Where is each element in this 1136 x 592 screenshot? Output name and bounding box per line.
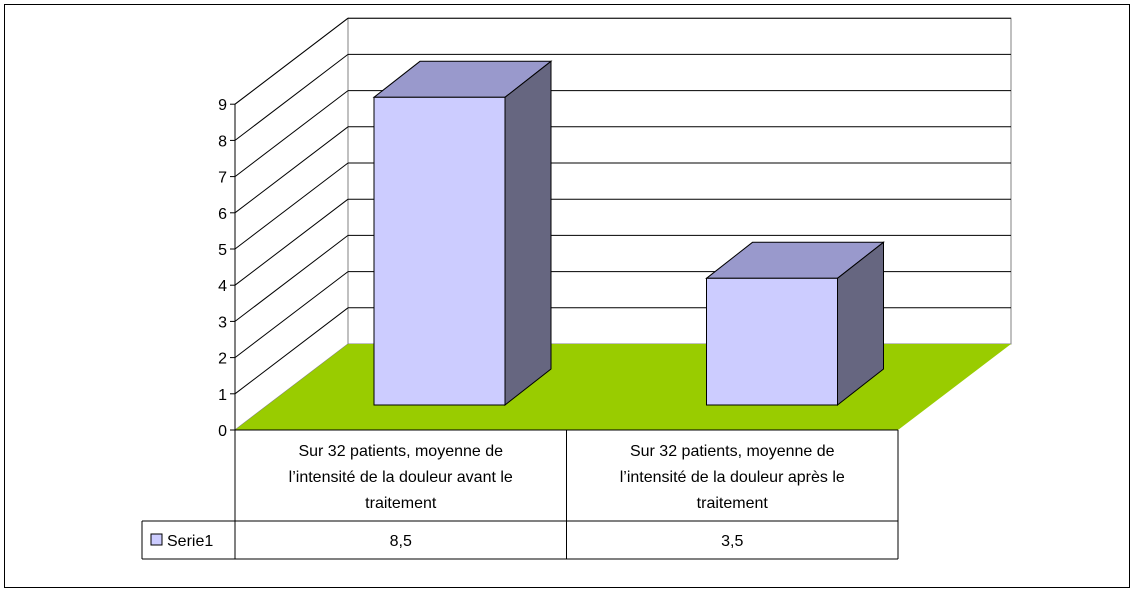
legend-swatch — [150, 533, 163, 546]
gridline-side — [234, 162, 349, 250]
chart-frame: 0 1 2 3 4 5 6 7 8 9 Sur 32 patients, moyenne de l’… — [4, 4, 1130, 588]
y-tick-label: 3 — [218, 314, 227, 331]
y-tick-label: 0 — [218, 423, 227, 440]
bar-front — [373, 96, 506, 406]
gridline-side — [234, 90, 349, 177]
y-tick-label: 7 — [218, 170, 227, 187]
data-table-value: 8,5 — [390, 533, 412, 550]
y-tick-label: 8 — [218, 133, 227, 150]
gridline-side — [234, 307, 349, 395]
gridline-side — [234, 54, 349, 141]
bar-front — [706, 277, 838, 406]
gridline-side — [234, 17, 349, 105]
data-table-value: 3,5 — [721, 533, 743, 550]
bar — [372, 60, 553, 407]
bar — [705, 241, 885, 407]
y-tick-label: 1 — [218, 387, 227, 404]
category-label: Sur 32 patients, moyenne de l’intensité d… — [620, 443, 845, 512]
gridline-side — [234, 235, 349, 322]
category-label: Sur 32 patients, moyenne de l’intensité d… — [289, 443, 513, 512]
chart-floor — [235, 344, 1011, 430]
category-label-line: Sur 32 patients, moyenne de — [298, 443, 503, 460]
category-label-line: traitement — [697, 495, 769, 512]
category-label-line: l’intensité de la douleur après le — [620, 469, 845, 486]
category-label-line: Sur 32 patients, moyenne de — [630, 443, 835, 460]
bar-chart-3d: 0 1 2 3 4 5 6 7 8 9 Sur 32 patients, moyenne de l’… — [141, 17, 1012, 560]
y-tick-label: 2 — [218, 351, 227, 368]
y-tick-label: 9 — [218, 97, 227, 114]
legend-label: Serie1 — [167, 533, 213, 550]
y-tick-label: 4 — [218, 278, 227, 295]
gridline-side — [234, 271, 349, 358]
category-label-line: traitement — [365, 495, 437, 512]
y-tick-label: 5 — [218, 242, 227, 259]
gridline-side — [234, 198, 349, 286]
y-tick-label: 6 — [218, 206, 227, 223]
bar-side — [504, 60, 552, 407]
gridline-side — [234, 126, 349, 214]
category-label-line: l’intensité de la douleur avant le — [289, 469, 513, 486]
